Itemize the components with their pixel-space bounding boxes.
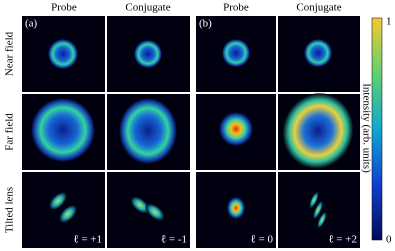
column-header: Conjugate <box>125 2 170 14</box>
beam <box>48 39 78 69</box>
beam <box>31 98 95 162</box>
beam <box>49 192 67 210</box>
beam <box>119 98 177 164</box>
column-header: Probe <box>223 2 249 14</box>
beam <box>134 40 162 68</box>
row-label: Tilted lens <box>4 187 16 233</box>
column-header: Conjugate <box>296 2 341 14</box>
beam <box>227 197 245 219</box>
colorbar-max: 1 <box>386 16 392 28</box>
beam <box>145 203 165 221</box>
colorbar-min: 0 <box>386 234 392 246</box>
beam <box>130 196 150 214</box>
beam <box>304 39 332 67</box>
beam <box>59 205 77 223</box>
beam <box>309 191 319 209</box>
beam <box>222 39 250 67</box>
row-label: Far field <box>4 113 16 151</box>
panel-label: (b) <box>199 18 212 30</box>
mode-label: ℓ = 0 <box>251 234 274 246</box>
beam <box>312 200 324 220</box>
panel-label: (a) <box>25 18 38 30</box>
panel-b <box>196 16 360 248</box>
beam <box>219 112 253 146</box>
image <box>22 172 105 248</box>
colorbar-label: Intensity (arb. units) <box>360 83 372 173</box>
mode-label: ℓ = +2 <box>328 234 357 246</box>
colorbar <box>371 17 383 241</box>
row-label: Near field <box>4 31 16 76</box>
column-header: Probe <box>51 2 77 14</box>
mode-label: ℓ = -1 <box>161 234 187 246</box>
beam <box>282 93 354 169</box>
beam <box>317 211 327 229</box>
panel-a <box>22 16 190 248</box>
mode-label: ℓ = +1 <box>73 234 102 246</box>
